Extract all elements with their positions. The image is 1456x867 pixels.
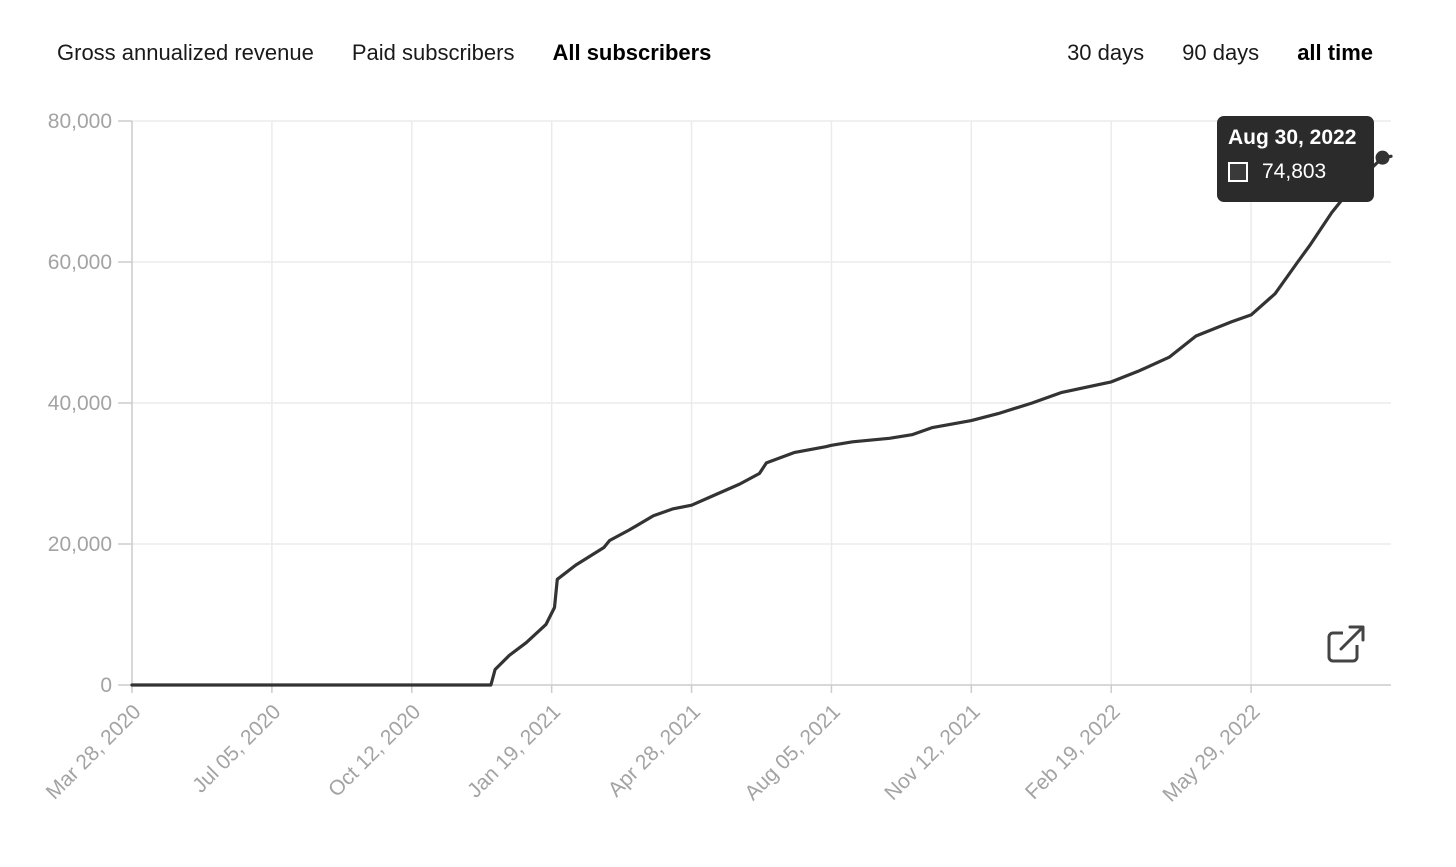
external-link-icon-graphic (1327, 625, 1365, 663)
x-tick-label: Jan 19, 2021 (463, 700, 565, 802)
tooltip-date: Aug 30, 2022 (1228, 126, 1357, 149)
range-30-days[interactable]: 30 days (1067, 40, 1145, 65)
tooltip-series-swatch (1228, 162, 1248, 182)
y-tick-label: 60,000 (48, 251, 112, 274)
tab-gross-annualized-revenue[interactable]: Gross annualized revenue (57, 40, 314, 65)
x-axis-ticks: Mar 28, 2020 Jul 05, 2020 Oct 12, 2020 Jan … (42, 700, 1265, 806)
chart-axes (118, 120, 1391, 693)
chart-series (130, 150, 1393, 687)
external-link-icon[interactable] (1326, 624, 1366, 664)
chart-tooltip: Aug 30, 2022 74,803 (1217, 116, 1374, 202)
x-tick-label: Oct 12, 2020 (324, 700, 425, 801)
y-tick-label: 20,000 (48, 533, 112, 556)
chart-grid (132, 120, 1391, 685)
x-tick-label: Jul 05, 2020 (188, 700, 285, 797)
range-90-days[interactable]: 90 days (1182, 40, 1260, 65)
x-tick-label: Mar 28, 2020 (42, 700, 146, 804)
x-tick-label: Apr 28, 2021 (604, 700, 705, 801)
time-range-selector: 30 days 90 days all time (1067, 40, 1373, 66)
x-tick-label: Feb 19, 2022 (1021, 700, 1125, 804)
y-tick-label: 0 (100, 674, 112, 697)
tab-all-subscribers[interactable]: All subscribers (552, 40, 712, 65)
tooltip-value: 74,803 (1262, 160, 1327, 183)
metric-tabs: Gross annualized revenue Paid subscriber… (57, 40, 711, 66)
x-tick-label: Nov 12, 2021 (880, 700, 985, 805)
x-tick-label: May 29, 2022 (1158, 700, 1264, 806)
y-axis-ticks: 0 20,000 40,000 60,000 80,000 (48, 110, 112, 697)
range-all-time[interactable]: all time (1297, 40, 1373, 65)
x-tick-label: Aug 05, 2021 (740, 700, 845, 805)
tooltip-row: 74,803 (1228, 160, 1363, 184)
y-tick-label: 40,000 (48, 392, 112, 415)
highlight-point (1375, 150, 1390, 165)
y-tick-label: 80,000 (48, 110, 112, 133)
series-line-all-subscribers (130, 154, 1393, 687)
tab-paid-subscribers[interactable]: Paid subscribers (351, 40, 515, 65)
